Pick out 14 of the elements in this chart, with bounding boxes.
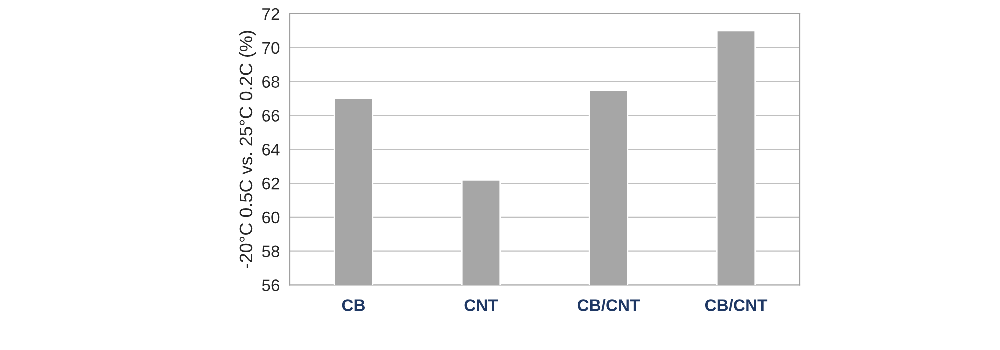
y-tick-label: 60 (262, 212, 280, 224)
x-tick-label: CB/CNT (705, 299, 768, 312)
y-tick-label: 62 (262, 178, 280, 190)
x-tick-label: CB (342, 300, 366, 312)
y-tick-label: 72 (262, 8, 280, 20)
y-tick-label: 66 (262, 110, 280, 122)
y-tick-label: 64 (262, 144, 280, 156)
y-tick-label: 56 (262, 280, 280, 292)
y-tick-label: 58 (262, 246, 280, 258)
y-tick-label: 70 (262, 42, 280, 54)
x-tick-label: CNT (464, 300, 498, 312)
y-axis-title: -20°C 0.5C vs. 25°C 0.2C (%) (239, 31, 256, 268)
y-tick-label: 68 (262, 76, 280, 88)
x-tick-label: CB/CNT (578, 299, 640, 312)
